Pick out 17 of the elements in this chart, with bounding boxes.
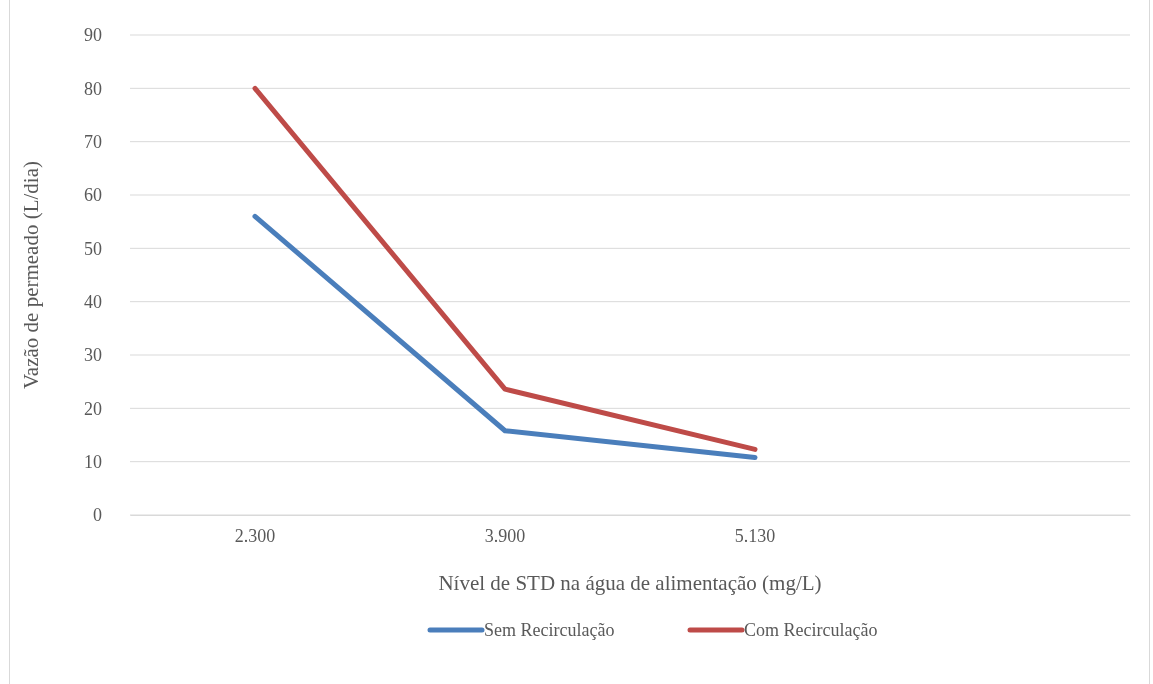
y-tick-label: 90	[84, 25, 102, 46]
y-tick-label: 20	[84, 398, 102, 419]
y-tick-label: 50	[84, 238, 102, 259]
y-axis-title: Vazão de permeado (L/dia)	[19, 161, 43, 389]
y-tick-label: 60	[84, 185, 102, 206]
y-tick-label: 80	[84, 78, 102, 99]
y-tick-label: 70	[84, 131, 102, 152]
y-tick-label: 30	[84, 345, 102, 366]
x-tick-label: 3.900	[484, 525, 526, 546]
x-tick-label: 5.130	[734, 525, 776, 546]
y-tick-label: 40	[84, 291, 102, 312]
legend-label: Sem Recirculação	[484, 620, 615, 640]
legend-label: Com Recirculação	[744, 620, 878, 640]
x-tick-label: 2.300	[234, 525, 276, 546]
y-tick-label: 0	[93, 505, 102, 526]
y-tick-label: 10	[84, 451, 102, 472]
x-axis-title: Nível de STD na água de alimentação (mg/L)	[438, 571, 822, 595]
